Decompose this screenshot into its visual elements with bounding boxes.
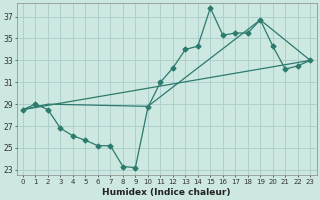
X-axis label: Humidex (Indice chaleur): Humidex (Indice chaleur) [102, 188, 231, 197]
